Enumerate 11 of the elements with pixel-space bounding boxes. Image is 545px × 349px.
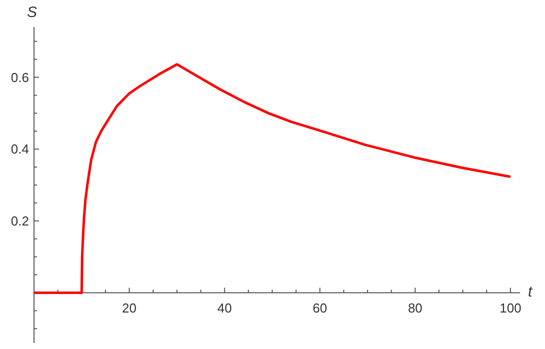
x-tick-label: 40: [217, 300, 232, 316]
line-series: [32, 63, 512, 294]
x-tick-label: 100: [500, 300, 522, 316]
y-tick-label: 0.4: [10, 142, 29, 157]
x-tick-label: 80: [408, 300, 422, 316]
y-axis-title: S: [26, 4, 38, 21]
x-tick-label: 20: [122, 300, 137, 316]
x-tick-label: 60: [312, 300, 328, 316]
y-tick-label: 0.2: [10, 213, 29, 228]
y-tick-label: 0.6: [10, 70, 29, 85]
x-axis-title: t: [528, 284, 533, 301]
